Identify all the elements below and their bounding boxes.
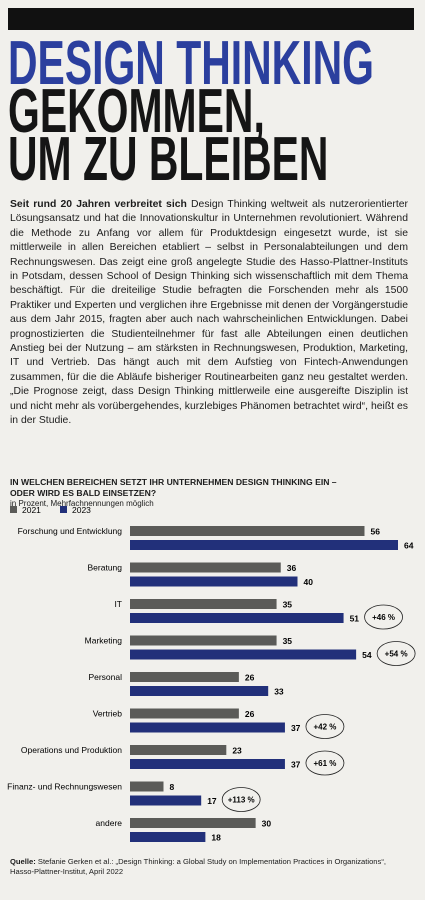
change-label: +46 % [372,613,395,622]
change-circle [305,714,345,739]
bar [130,722,285,733]
value-label: 23 [232,746,242,756]
legend-label: 2021 [22,505,41,515]
legend-label: 2023 [72,505,91,515]
category-label: Finanz- und Rechnungswesen [7,782,122,792]
bar [130,672,239,682]
bar [130,708,239,719]
bar [130,818,256,828]
legend-swatch [10,506,17,513]
legend-swatch [60,506,67,513]
value-label: 51 [350,614,360,624]
category-label: Personal [88,672,122,682]
value-label: 54 [362,650,372,660]
bar [130,635,277,646]
bar [130,576,298,587]
lead: Seit rund 20 Jahren verbreitet sich [10,199,187,210]
value-label: 17 [207,796,217,806]
value-label: 18 [211,833,221,843]
category-label: Vertrieb [93,709,123,719]
value-label: 35 [283,636,293,646]
category-label: Beratung [88,563,123,573]
source-label: Quelle: [10,857,36,866]
bar [130,562,281,573]
title-line: UM ZU BLEIBEN [8,125,328,195]
category-label: Forschung und Entwicklung [18,526,123,536]
value-label: 56 [371,527,381,537]
bar [130,649,357,660]
category-label: andere [96,818,123,828]
value-label: 37 [291,723,301,733]
value-label: 36 [287,563,297,573]
change-circle [305,750,345,776]
value-label: 30 [262,819,272,829]
change-circle [376,641,416,666]
bar [130,686,269,696]
category-label: Operations und Produktion [21,745,122,755]
change-label: +113 % [228,796,255,805]
body: Design Thinking weltweit als nutzerorien… [10,199,409,427]
change-circle [221,787,261,812]
source: Quelle: Stefanie Gerken et al.: „Design … [10,857,410,876]
article: Seit rund 20 Jahren verbreitet sich Desi… [10,198,408,429]
change-label: +54 % [385,650,408,659]
bar [130,745,227,755]
category-label: Marketing [85,636,123,646]
chart-subtitle: in Prozent, Mehrfachnennungen möglich [10,499,154,508]
bar [130,613,344,623]
bar [130,781,164,792]
chart-title: IN WELCHEN BEREICHEN SETZT IHR UNTERNEHM… [10,477,337,498]
change-label: +61 % [313,759,336,768]
value-label: 40 [304,577,314,587]
value-label: 33 [274,687,284,697]
bar [130,832,206,842]
top-bar [8,8,414,30]
bar [130,526,365,536]
value-label: 8 [170,782,175,792]
bar [130,540,398,550]
value-label: 26 [245,709,255,719]
change-circle [364,604,403,630]
value-label: 64 [404,541,414,551]
value-label: 26 [245,673,255,683]
value-label: 37 [291,760,301,770]
bar [130,759,285,769]
bar [130,795,202,806]
change-label: +42 % [313,723,336,732]
title-line: GEKOMMEN, [8,77,265,147]
title-line: DESIGN THINKING [8,29,374,99]
category-label: IT [114,599,122,609]
bar [130,599,277,609]
source-text: Stefanie Gerken et al.: „Design Thinking… [10,857,386,876]
value-label: 35 [283,600,293,610]
